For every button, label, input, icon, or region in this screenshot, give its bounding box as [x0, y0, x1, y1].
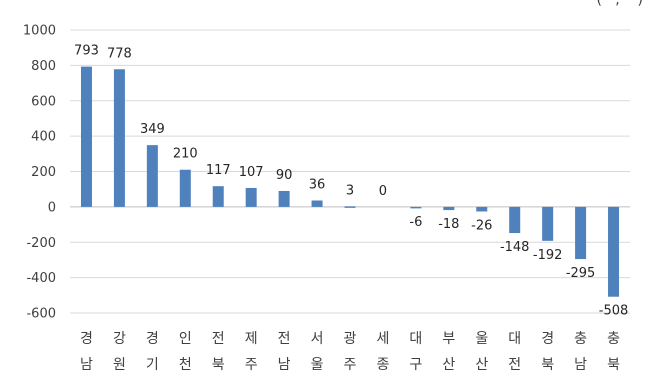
bar — [113, 69, 125, 207]
bar — [443, 206, 455, 211]
bar — [278, 190, 290, 207]
bar — [179, 169, 191, 207]
x-axis: 경 남 강 원 경 기 인 천 전 북 제 주 전 남 서 울 광 주 세 종 대 구 부 산 울 산 대 전 경 북 충 남 충 북 — [80, 331, 620, 373]
data-label: 90 — [276, 168, 293, 183]
y-tick-label: 200 — [31, 165, 56, 180]
data-label: 210 — [173, 147, 198, 162]
bar — [344, 206, 356, 208]
data-label: -148 — [500, 240, 530, 255]
data-label: -508 — [599, 304, 629, 319]
bar — [575, 206, 587, 260]
data-label: -26 — [471, 218, 492, 233]
data-label: 36 — [309, 178, 326, 193]
chart-top-note: (···, ···) — [596, 0, 643, 8]
bar — [509, 206, 521, 234]
data-label: 3 — [346, 183, 354, 198]
data-label: -6 — [409, 215, 422, 230]
bar — [542, 206, 554, 241]
y-axis: 1000 800 600 400 200 0 -200 -400 -600 — [23, 24, 56, 322]
y-tick-label: -200 — [26, 236, 56, 251]
bar — [608, 206, 620, 297]
bar — [311, 200, 323, 207]
data-label: -18 — [438, 217, 459, 232]
y-tick-label: -400 — [26, 271, 56, 286]
bar — [212, 186, 224, 207]
bars — [80, 66, 620, 297]
bar — [476, 206, 488, 212]
data-label: 778 — [107, 46, 132, 61]
y-tick-label: 0 — [48, 200, 56, 215]
y-tick-label: -600 — [26, 307, 56, 322]
bar — [146, 145, 158, 207]
data-label: -295 — [566, 266, 596, 281]
y-tick-label: 400 — [31, 130, 56, 145]
data-labels: 793 778 349 210 117 107 90 36 3 0 -6 -18 -26 -148-192… — [74, 44, 628, 319]
data-label: 117 — [206, 163, 231, 178]
bar — [410, 206, 422, 209]
y-tick-label: 800 — [31, 59, 56, 74]
y-tick-label: 600 — [31, 94, 56, 109]
bar — [80, 66, 92, 207]
bar — [245, 187, 257, 207]
data-label: 793 — [74, 44, 99, 59]
data-label: 0 — [379, 184, 387, 199]
data-label: 349 — [140, 122, 165, 137]
data-label: 107 — [239, 165, 264, 180]
data-label: -192 — [533, 248, 563, 263]
y-tick-label: 1000 — [23, 24, 56, 39]
